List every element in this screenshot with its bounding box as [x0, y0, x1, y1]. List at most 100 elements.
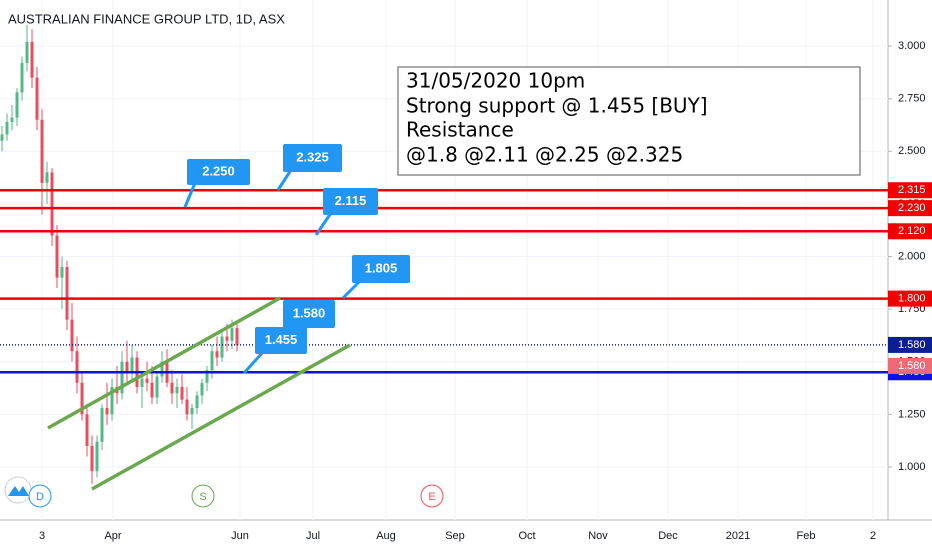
- candle-body: [70, 319, 74, 352]
- candle-body: [180, 387, 184, 400]
- candle-body: [95, 441, 99, 472]
- y-tick-label: 1.250: [898, 408, 926, 420]
- candle-body: [210, 351, 214, 371]
- candle-body: [105, 408, 109, 415]
- x-tick-label: 3: [39, 530, 45, 542]
- callout-box: [323, 188, 378, 215]
- callout-pointer: [314, 212, 333, 236]
- x-tick-label: Nov: [588, 530, 608, 542]
- last-price-bg: [888, 357, 932, 374]
- candle-body: [125, 361, 129, 373]
- candle-body: [150, 382, 154, 398]
- candle-body: [0, 134, 4, 141]
- event-marker: [28, 484, 52, 508]
- callout-pointer: [276, 169, 293, 191]
- y-tick-label: 2.750: [898, 93, 926, 105]
- chart-title: AUSTRALIAN FINANCE GROUP LTD, 1D, ASX: [8, 11, 285, 26]
- candle-body: [35, 77, 39, 120]
- candle-body: [200, 382, 204, 396]
- candle-body: [205, 370, 209, 383]
- level-label-bg: [888, 290, 932, 307]
- candle-body: [40, 119, 44, 183]
- candle-body: [170, 382, 174, 394]
- candle-body: [195, 395, 199, 409]
- level-label: 2.230: [898, 202, 926, 214]
- candle-body: [5, 121, 9, 135]
- callout-pointer: [183, 182, 197, 208]
- candle-body: [30, 41, 34, 78]
- event-label: S: [199, 491, 206, 503]
- channel-lower: [91, 343, 351, 491]
- candle-body: [80, 382, 84, 415]
- y-tick-label: 2.000: [898, 250, 926, 262]
- candle-body: [75, 351, 79, 383]
- level-label: 2.315: [898, 184, 926, 196]
- note-box: [397, 66, 861, 176]
- callout-label: 2.250: [202, 163, 235, 178]
- y-tick-label: 3.000: [898, 40, 926, 52]
- candle-body: [45, 172, 49, 183]
- callout-pointer: [242, 350, 265, 375]
- level-label-bg: [888, 336, 932, 353]
- callout-label: 2.325: [296, 149, 329, 164]
- x-tick-label: Oct: [518, 530, 535, 542]
- event-label: D: [36, 491, 44, 503]
- candle-body: [25, 41, 29, 63]
- x-tick-label: Dec: [658, 530, 678, 542]
- callout-box: [283, 144, 342, 172]
- note-line: Strong support @ 1.455 [BUY]: [406, 94, 708, 118]
- candle-body: [140, 378, 144, 388]
- x-tick-label: Jul: [306, 530, 320, 542]
- level-label: 2.120: [898, 225, 926, 237]
- candle-body: [220, 336, 224, 358]
- candle-body: [215, 351, 219, 358]
- level-label: 1.800: [898, 293, 926, 305]
- candle-body: [20, 62, 24, 93]
- candle-body: [120, 361, 124, 394]
- candle-body: [190, 408, 194, 415]
- callout-label: 1.580: [293, 305, 326, 320]
- note-line: Resistance: [406, 118, 514, 142]
- callout-box: [187, 159, 250, 185]
- candle-body: [230, 328, 234, 341]
- candle-body: [225, 336, 229, 341]
- candle-body: [110, 387, 114, 415]
- candle-body: [90, 445, 94, 472]
- candle-body: [130, 357, 134, 373]
- callout-box: [255, 327, 307, 354]
- x-tick-label: Sep: [445, 530, 465, 542]
- note-line: @1.8 @2.11 @2.25 @2.325: [406, 143, 683, 167]
- y-tick-label: 1.000: [898, 461, 926, 473]
- level-label: 1.580: [898, 339, 926, 351]
- candle-body: [60, 267, 64, 278]
- callout-box: [352, 255, 410, 283]
- callout-pointer: [341, 279, 362, 300]
- level-label-bg: [888, 182, 932, 199]
- logo: [4, 476, 32, 504]
- candle-body: [160, 361, 164, 377]
- event-marker: [420, 484, 444, 508]
- last-price-label: 1.580: [898, 360, 926, 372]
- x-tick-label: 2: [870, 530, 876, 542]
- x-tick-label: 2021: [726, 530, 750, 542]
- x-tick-label: Jun: [231, 530, 249, 542]
- x-tick-label: Apr: [104, 530, 121, 542]
- level-label-bg: [888, 223, 932, 240]
- callout-label: 2.115: [335, 193, 367, 208]
- candle-body: [15, 92, 19, 118]
- level-label-bg: [888, 200, 932, 217]
- candle-body: [50, 172, 54, 236]
- note-line: 31/05/2020 10pm: [406, 69, 585, 93]
- candle-body: [175, 387, 179, 394]
- candle-body: [155, 376, 159, 398]
- event-label: E: [428, 491, 435, 503]
- callout-label: 1.455: [265, 332, 298, 347]
- candle-body: [100, 408, 104, 442]
- candle-body: [85, 414, 89, 446]
- candle-body: [145, 378, 149, 383]
- candle-body: [65, 267, 69, 320]
- candle-body: [55, 235, 59, 278]
- x-tick-label: Aug: [376, 530, 396, 542]
- callout-label: 1.805: [365, 260, 398, 275]
